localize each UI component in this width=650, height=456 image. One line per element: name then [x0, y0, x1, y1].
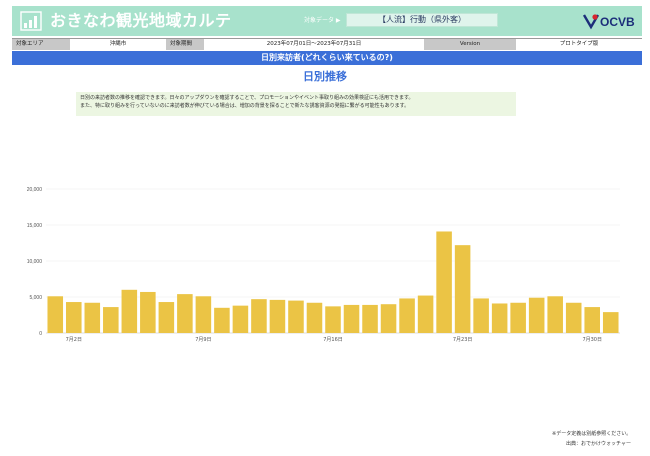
section-banner: 日別来訪者(どれくらい来ているの?): [12, 51, 642, 65]
bar-7月18日: [362, 304, 378, 333]
description-note: 日別の来訪者数の推移を確認できます。日々のアップダウンを確認することで、プロモー…: [76, 92, 516, 116]
bar-7月8日: [177, 294, 193, 333]
bar-7月23日: [454, 245, 471, 333]
bar-7月4日: [103, 307, 119, 333]
bar-7月9日: [195, 296, 212, 333]
bar-7月6日: [140, 291, 156, 333]
bar-7月11日: [232, 305, 249, 333]
note-line-1: 日別の来訪者数の推移を確認できます。日々のアップダウンを確認することで、プロモー…: [80, 95, 414, 101]
note-line-2: また、特に取り組みを行っていないのに来訪者数が伸びている場合は、増加の背景を探る…: [80, 103, 410, 109]
x-tick-label: 7月9日: [195, 337, 211, 343]
y-tick-label: 10,000: [27, 259, 43, 265]
target-data-label: 対象データ ▶: [304, 17, 341, 24]
bar-7月5日: [121, 289, 138, 333]
bar-7月15日: [306, 302, 323, 333]
area-label: 対象エリア: [12, 39, 70, 50]
source-note: 出典：おでかけウォッチャー: [566, 441, 631, 447]
y-tick-label: 5,000: [29, 295, 42, 301]
x-tick-label: 7月16日: [323, 337, 343, 343]
bar-7月20日: [399, 298, 415, 333]
y-tick-label: 15,000: [27, 223, 43, 229]
bar-chart-logo-icon: [20, 11, 42, 31]
version-value: プロトタイプ版: [516, 39, 642, 50]
bar-7月29日: [565, 302, 582, 333]
info-row: 対象エリア 沖縄市 対象期間 2023年07月01日～2023年07月31日 V…: [12, 38, 642, 50]
bar-7月16日: [325, 306, 341, 333]
bar-7月24日: [473, 298, 489, 333]
bar-7月3日: [84, 302, 101, 333]
bar-7月7日: [158, 302, 175, 333]
x-tick-label: 7月23日: [453, 337, 473, 343]
bar-7月13日: [269, 299, 286, 333]
bar-7月17日: [343, 304, 360, 333]
daily-visitors-bar-chart: 0 5,000 10,000 15,000 20,000 7月2日 7月9日 7月16日 7月2…: [27, 187, 620, 343]
brand-logo: OCVB: [582, 12, 642, 32]
period-label: 対象期間: [166, 39, 204, 50]
bar-7月21日: [417, 295, 434, 333]
area-value: 沖縄市: [70, 39, 166, 50]
header-bar: おきなわ観光地域カルテ 対象データ ▶ 【人流】行動（県外客） OCVB: [12, 6, 642, 36]
y-tick-label: 0: [39, 331, 42, 337]
brand-text: OCVB: [600, 15, 635, 29]
chart-section-title: 日別推移: [303, 70, 347, 83]
data-definition-note: ※データ定義は別紙参照ください。: [552, 431, 632, 437]
version-label: Version: [424, 39, 516, 50]
x-tick-label: 7月2日: [66, 337, 82, 343]
bar-7月14日: [288, 300, 304, 333]
bar-7月26日: [510, 302, 526, 333]
bar-7月2日: [65, 302, 82, 333]
y-tick-label: 20,000: [27, 187, 43, 193]
bar-7月30日: [584, 307, 601, 333]
bar-7月28日: [547, 296, 563, 333]
app-title: おきなわ観光地域カルテ: [50, 11, 232, 30]
ocvb-mark-icon: [582, 14, 600, 30]
bar-7月1日: [47, 296, 64, 333]
bar-7月12日: [251, 299, 267, 333]
bar-7月27日: [528, 297, 545, 333]
x-tick-label: 7月30日: [582, 337, 602, 343]
bar-7月25日: [491, 303, 508, 333]
target-data-selector[interactable]: 【人流】行動（県外客）: [346, 13, 498, 27]
bar-7月10日: [214, 307, 230, 333]
period-value: 2023年07月01日～2023年07月31日: [204, 39, 424, 50]
bar-7月31日: [602, 312, 619, 333]
bar-7月22日: [436, 231, 452, 333]
bar-7月19日: [380, 304, 397, 333]
